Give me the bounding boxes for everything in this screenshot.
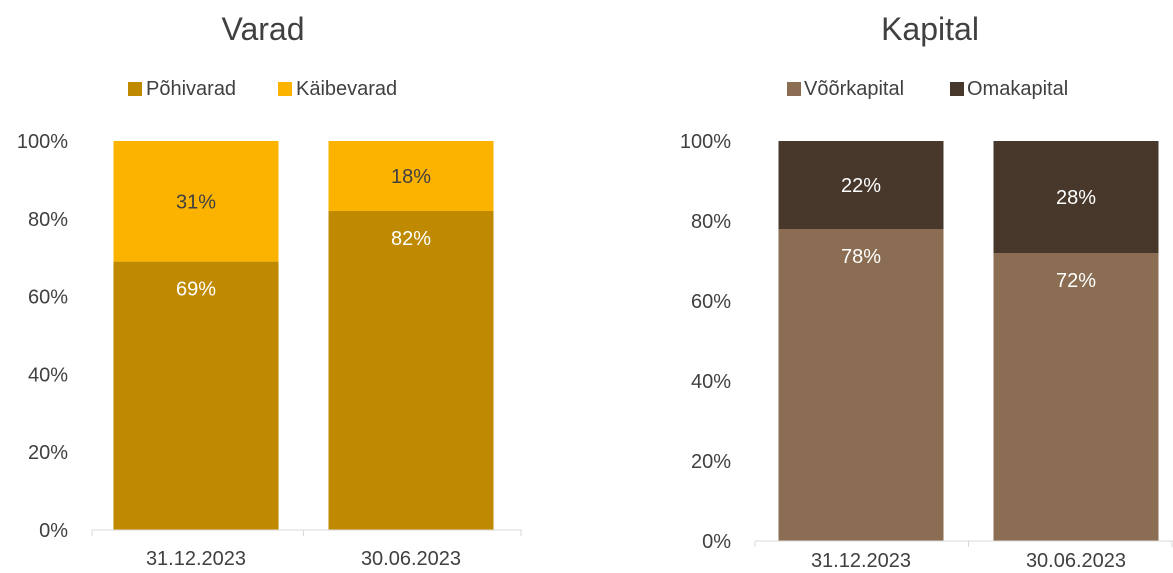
y-tick-label: 60% [28,287,68,309]
bar-Käibevarad [328,141,494,212]
bar-Põhivarad [113,261,279,530]
y-tick-label: 0% [39,520,68,542]
x-tick-label: 31.12.2023 [811,550,911,572]
data-label: 28% [1056,187,1096,209]
data-label: 69% [176,279,216,301]
legend-label: Käibevarad [296,78,397,100]
y-tick-label: 100% [17,131,68,153]
bar-Võõrkapital [778,229,944,541]
data-label: 18% [391,166,431,188]
legend-label: Omakapital [967,78,1068,100]
y-tick-label: 40% [691,371,731,393]
chart-title: Varad [221,11,304,47]
bar-Käibevarad [113,141,279,262]
legend-swatch [950,82,964,96]
x-tick-label: 31.12.2023 [146,548,246,570]
y-tick-label: 100% [680,131,731,153]
y-tick-label: 0% [702,531,731,553]
legend-label: Põhivarad [146,78,236,100]
y-tick-label: 60% [691,291,731,313]
legend-swatch [787,82,801,96]
x-tick-label: 30.06.2023 [361,548,461,570]
bar-Omakapital [993,141,1159,253]
y-tick-label: 80% [28,209,68,231]
y-tick-label: 20% [28,442,68,464]
y-tick-label: 20% [691,451,731,473]
y-tick-label: 80% [691,211,731,233]
legend-swatch [278,82,292,96]
bar-Põhivarad [328,211,494,530]
data-label: 72% [1056,270,1096,292]
legend-swatch [128,82,142,96]
x-tick-label: 30.06.2023 [1026,550,1126,572]
bar-Võõrkapital [993,253,1159,541]
data-label: 31% [176,191,216,213]
data-label: 82% [391,228,431,250]
bar-Omakapital [778,141,944,229]
y-tick-label: 40% [28,364,68,386]
data-label: 78% [841,246,881,268]
chart-title: Kapital [881,11,979,47]
legend-label: Võõrkapital [804,78,904,100]
chart-0: Varad Põhivarad Käibevarad 0% 20% 40% 60% 80% 10… [17,11,522,570]
chart-1: Kapital Võõrkapital Omakapital 0% 20% 40% 60% 8… [680,11,1173,572]
data-label: 22% [841,175,881,197]
